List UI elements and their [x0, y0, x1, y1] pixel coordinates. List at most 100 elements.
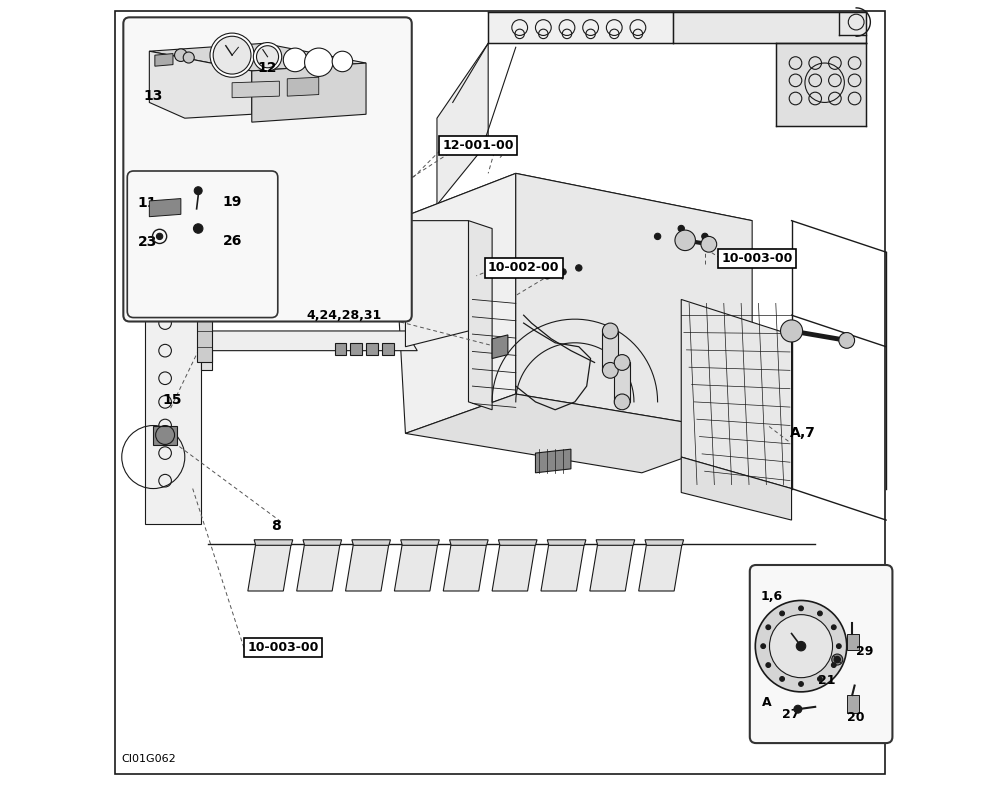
Polygon shape [366, 343, 378, 355]
Circle shape [332, 51, 353, 72]
Text: 23: 23 [138, 235, 157, 249]
Polygon shape [498, 540, 537, 545]
Polygon shape [614, 362, 630, 402]
Polygon shape [590, 544, 633, 591]
Polygon shape [492, 335, 508, 359]
Polygon shape [645, 540, 684, 545]
Polygon shape [492, 544, 535, 591]
Polygon shape [149, 43, 366, 71]
Circle shape [832, 654, 843, 665]
Circle shape [305, 48, 333, 76]
Circle shape [781, 320, 803, 342]
Polygon shape [201, 351, 212, 370]
Circle shape [818, 677, 822, 682]
Text: 10-003-00: 10-003-00 [721, 252, 793, 265]
Polygon shape [149, 199, 181, 217]
Polygon shape [201, 331, 417, 351]
Polygon shape [352, 540, 390, 545]
Text: 10-002-00: 10-002-00 [488, 262, 559, 274]
Circle shape [614, 355, 630, 370]
Text: 19: 19 [223, 195, 242, 209]
Circle shape [701, 236, 717, 252]
Text: 13: 13 [144, 89, 163, 103]
Polygon shape [468, 221, 492, 410]
Polygon shape [443, 544, 487, 591]
Circle shape [544, 273, 550, 279]
Circle shape [702, 233, 708, 240]
Circle shape [831, 625, 836, 630]
Polygon shape [254, 540, 293, 545]
Polygon shape [541, 544, 584, 591]
Circle shape [780, 677, 784, 682]
Text: 8: 8 [271, 519, 281, 533]
Text: 20: 20 [847, 711, 864, 723]
Circle shape [257, 46, 279, 68]
FancyBboxPatch shape [123, 17, 412, 322]
Polygon shape [153, 426, 177, 445]
Circle shape [175, 49, 187, 61]
Polygon shape [248, 544, 291, 591]
Circle shape [761, 644, 766, 649]
Text: 12-001-00: 12-001-00 [442, 139, 514, 152]
Polygon shape [450, 540, 488, 545]
Polygon shape [394, 173, 752, 268]
Polygon shape [405, 221, 468, 347]
FancyBboxPatch shape [750, 565, 892, 743]
Polygon shape [149, 51, 252, 118]
Circle shape [614, 394, 630, 410]
Polygon shape [639, 544, 682, 591]
Circle shape [210, 33, 254, 77]
Polygon shape [681, 299, 792, 489]
Polygon shape [394, 544, 438, 591]
Text: 26: 26 [223, 234, 242, 248]
Polygon shape [535, 449, 571, 473]
Circle shape [602, 362, 618, 378]
Polygon shape [401, 540, 439, 545]
Circle shape [799, 606, 803, 611]
Polygon shape [596, 540, 635, 545]
Polygon shape [394, 173, 516, 433]
Polygon shape [847, 634, 859, 650]
Circle shape [675, 230, 695, 251]
Text: A: A [762, 697, 771, 709]
Polygon shape [516, 173, 752, 433]
Polygon shape [232, 81, 279, 98]
Circle shape [193, 224, 203, 233]
Polygon shape [297, 544, 340, 591]
Circle shape [560, 269, 566, 275]
Circle shape [576, 265, 582, 271]
Polygon shape [437, 43, 488, 205]
Circle shape [183, 52, 194, 63]
Circle shape [678, 225, 684, 232]
Circle shape [654, 233, 661, 240]
Text: 15: 15 [163, 393, 182, 407]
Circle shape [834, 656, 840, 663]
Circle shape [213, 36, 251, 74]
Polygon shape [602, 331, 618, 370]
Circle shape [836, 644, 841, 649]
Polygon shape [287, 77, 319, 96]
Polygon shape [405, 394, 752, 473]
Circle shape [283, 48, 307, 72]
Polygon shape [155, 54, 173, 66]
Text: 21: 21 [818, 675, 835, 687]
Polygon shape [673, 12, 866, 43]
Polygon shape [382, 343, 394, 355]
Circle shape [839, 333, 855, 348]
Text: 27: 27 [782, 708, 800, 721]
Polygon shape [346, 544, 389, 591]
Text: 4,24,28,31: 4,24,28,31 [306, 309, 381, 322]
Circle shape [794, 705, 802, 713]
Text: 12: 12 [257, 61, 277, 75]
Polygon shape [776, 43, 866, 126]
Circle shape [818, 611, 822, 615]
Text: 29: 29 [856, 645, 874, 658]
Circle shape [194, 187, 202, 195]
Polygon shape [547, 540, 586, 545]
Polygon shape [488, 12, 673, 43]
Polygon shape [847, 695, 859, 713]
Circle shape [766, 663, 771, 667]
Circle shape [796, 641, 806, 651]
Polygon shape [252, 63, 366, 122]
Circle shape [755, 600, 847, 692]
